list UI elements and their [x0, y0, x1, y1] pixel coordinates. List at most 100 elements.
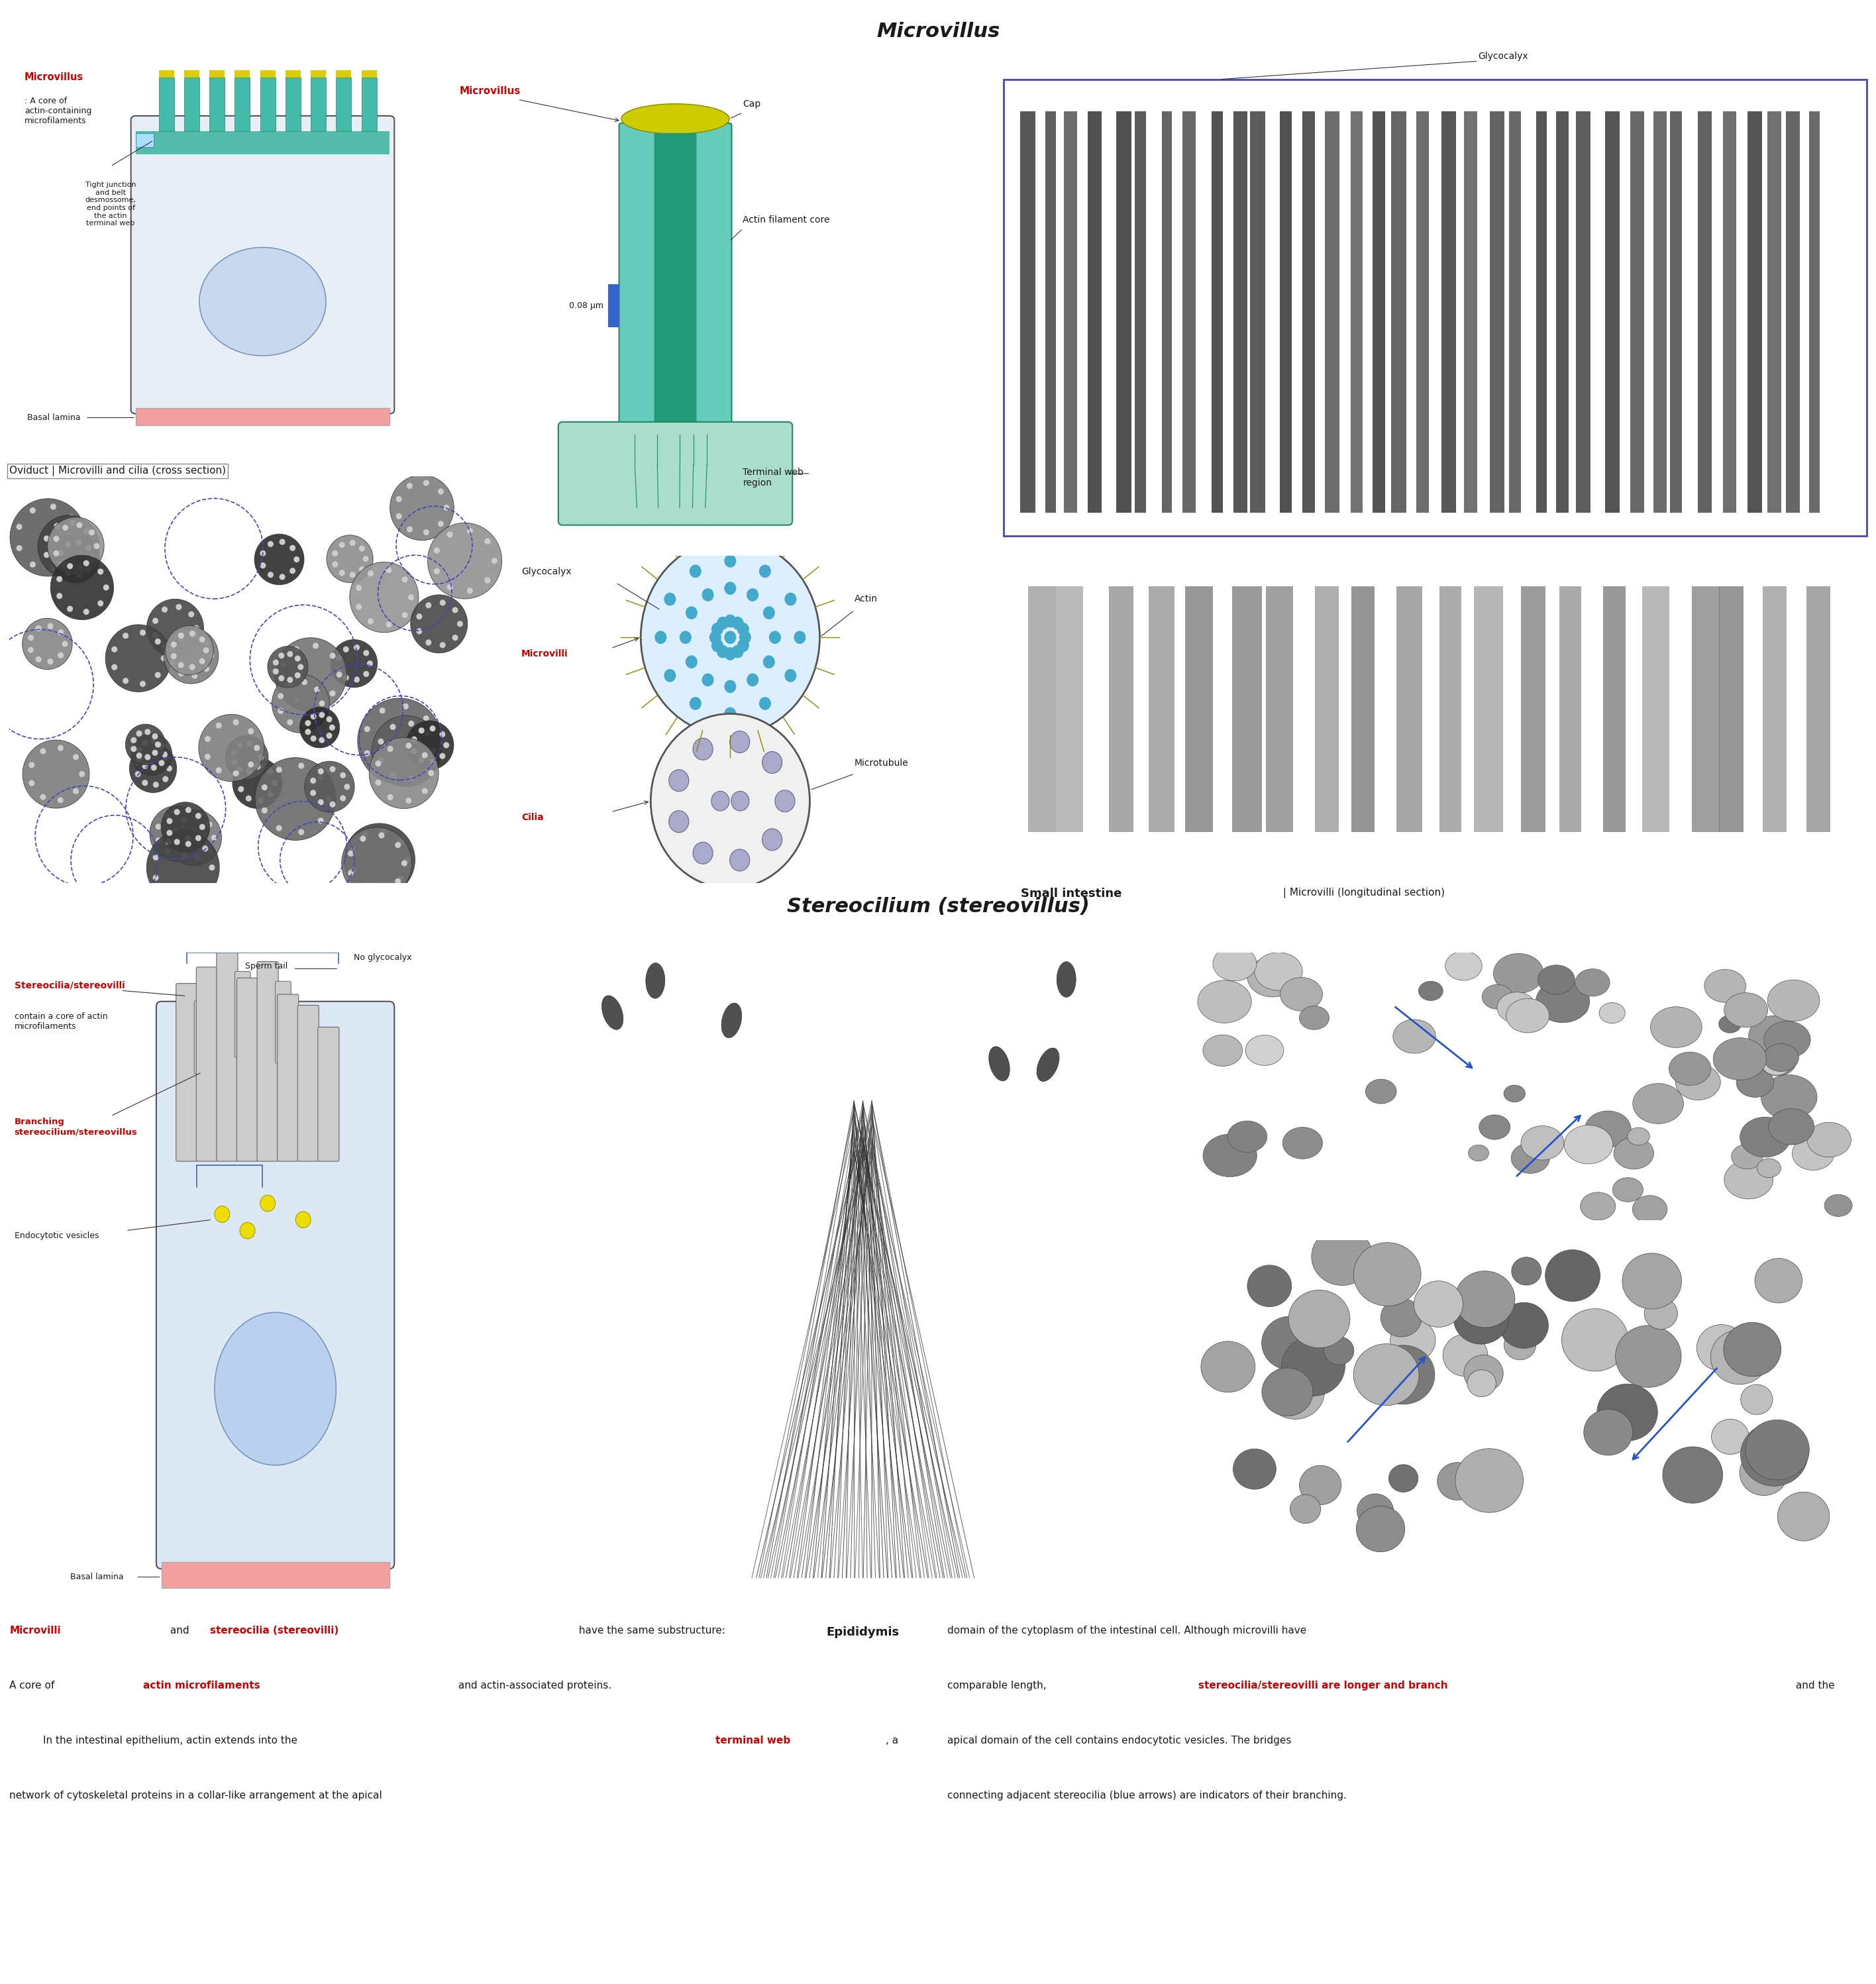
- Circle shape: [161, 607, 167, 613]
- Bar: [234, 69, 250, 77]
- Circle shape: [336, 655, 341, 661]
- Bar: [137, 131, 390, 155]
- Circle shape: [30, 508, 36, 514]
- Bar: [1536, 111, 1548, 512]
- Circle shape: [439, 643, 446, 649]
- Circle shape: [336, 671, 341, 679]
- Circle shape: [732, 645, 743, 659]
- Text: Basal lamina: Basal lamina: [26, 413, 81, 423]
- Circle shape: [295, 673, 300, 679]
- Circle shape: [152, 633, 158, 639]
- Circle shape: [276, 825, 281, 831]
- Circle shape: [340, 569, 345, 575]
- Circle shape: [690, 696, 702, 710]
- Circle shape: [1754, 1258, 1803, 1303]
- Text: contain a core of actin
microfilaments: contain a core of actin microfilaments: [15, 1012, 107, 1032]
- Circle shape: [430, 726, 435, 732]
- Circle shape: [163, 754, 169, 762]
- Circle shape: [58, 550, 64, 556]
- Circle shape: [313, 714, 321, 720]
- Circle shape: [51, 504, 56, 510]
- Circle shape: [1632, 1083, 1683, 1123]
- Circle shape: [390, 724, 396, 730]
- Bar: [261, 77, 276, 131]
- Circle shape: [75, 540, 83, 546]
- Circle shape: [1561, 1309, 1628, 1371]
- Circle shape: [730, 730, 750, 752]
- Bar: [336, 69, 351, 77]
- Circle shape: [17, 524, 23, 530]
- Text: stereocilia (stereovilli): stereocilia (stereovilli): [210, 1625, 340, 1635]
- Circle shape: [28, 635, 34, 641]
- Circle shape: [268, 571, 274, 577]
- Circle shape: [298, 762, 304, 768]
- Circle shape: [1758, 1159, 1780, 1178]
- Bar: [1724, 111, 1735, 512]
- Bar: [1718, 587, 1743, 833]
- Circle shape: [17, 546, 23, 552]
- Circle shape: [330, 639, 377, 688]
- Circle shape: [1197, 980, 1251, 1024]
- Circle shape: [58, 744, 64, 752]
- Circle shape: [330, 690, 336, 696]
- Text: Terminal web
region: Terminal web region: [743, 468, 803, 488]
- Text: Sperm tail: Sperm tail: [246, 962, 289, 970]
- Circle shape: [84, 528, 90, 534]
- Bar: [1698, 111, 1711, 512]
- Circle shape: [47, 518, 103, 575]
- Circle shape: [724, 706, 735, 720]
- Circle shape: [1724, 1323, 1780, 1377]
- Circle shape: [88, 544, 96, 550]
- Circle shape: [276, 766, 281, 774]
- Circle shape: [163, 627, 218, 684]
- Circle shape: [58, 561, 64, 567]
- Circle shape: [135, 772, 141, 778]
- FancyBboxPatch shape: [619, 123, 732, 436]
- Circle shape: [1792, 1137, 1835, 1171]
- Circle shape: [199, 823, 204, 829]
- Circle shape: [1263, 1367, 1313, 1417]
- FancyBboxPatch shape: [176, 984, 197, 1161]
- Circle shape: [1760, 1046, 1795, 1075]
- Circle shape: [467, 587, 473, 593]
- Bar: [1266, 587, 1293, 833]
- Circle shape: [53, 536, 60, 542]
- Circle shape: [84, 559, 90, 565]
- Bar: [1234, 111, 1248, 512]
- Circle shape: [403, 702, 409, 710]
- Circle shape: [143, 740, 148, 746]
- Circle shape: [141, 681, 146, 686]
- Bar: [1021, 111, 1036, 512]
- Circle shape: [405, 742, 411, 748]
- Circle shape: [368, 619, 373, 625]
- Circle shape: [163, 849, 171, 855]
- Text: | Microvilli (longitudinal section): | Microvilli (longitudinal section): [1279, 887, 1445, 899]
- Circle shape: [86, 565, 92, 573]
- Circle shape: [94, 544, 99, 550]
- Circle shape: [53, 534, 99, 583]
- Circle shape: [28, 647, 34, 653]
- Circle shape: [401, 861, 407, 867]
- Circle shape: [287, 682, 293, 688]
- FancyBboxPatch shape: [655, 133, 696, 436]
- Circle shape: [152, 855, 159, 861]
- Circle shape: [424, 762, 430, 768]
- Circle shape: [1443, 1333, 1488, 1377]
- Circle shape: [178, 635, 184, 641]
- Circle shape: [216, 722, 221, 728]
- Circle shape: [272, 675, 330, 732]
- Circle shape: [43, 536, 49, 542]
- Circle shape: [1381, 1298, 1422, 1337]
- Circle shape: [137, 756, 143, 762]
- Circle shape: [204, 754, 210, 760]
- Circle shape: [664, 593, 675, 605]
- Circle shape: [278, 708, 283, 714]
- Circle shape: [203, 639, 210, 645]
- Circle shape: [724, 554, 735, 567]
- Bar: [1135, 111, 1146, 512]
- Circle shape: [724, 681, 735, 692]
- Circle shape: [156, 742, 161, 748]
- Circle shape: [156, 837, 161, 843]
- Circle shape: [1354, 1242, 1420, 1305]
- Circle shape: [143, 780, 148, 786]
